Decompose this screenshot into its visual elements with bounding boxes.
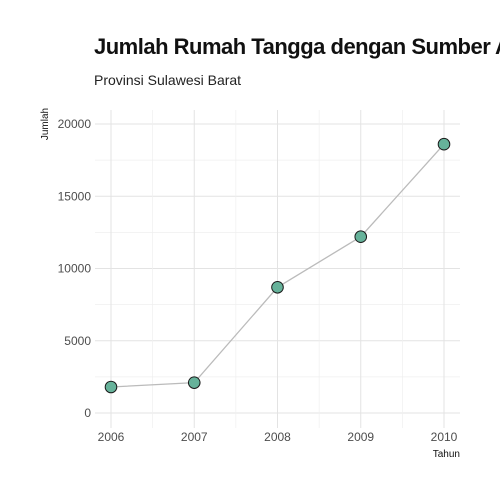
- y-axis-ticks: 0 5000 10000 15000 20000: [58, 117, 92, 420]
- x-tick-label: 2007: [181, 430, 208, 444]
- x-tick-label: 2010: [431, 430, 458, 444]
- y-tick-label: 0: [84, 406, 91, 420]
- x-tick-label: 2009: [347, 430, 374, 444]
- x-tick-label: 2006: [98, 430, 125, 444]
- data-point: [271, 280, 284, 294]
- y-tick-label: 20000: [58, 117, 92, 131]
- x-axis-title: Tahun: [433, 449, 460, 460]
- data-point: [187, 376, 201, 389]
- x-tick-label: 2008: [264, 430, 291, 444]
- series-points: [104, 137, 451, 394]
- y-tick-label: 15000: [58, 189, 92, 203]
- data-point: [437, 137, 451, 151]
- y-tick-label: 10000: [58, 262, 92, 276]
- y-tick-label: 5000: [64, 334, 91, 348]
- data-point: [354, 230, 368, 244]
- data-point: [104, 380, 118, 394]
- grid: [95, 110, 460, 428]
- chart-subtitle: Provinsi Sulawesi Barat: [94, 72, 242, 88]
- x-axis-ticks: 2006 2007 2008 2009 2010: [98, 430, 458, 444]
- y-axis-title: Jumlah: [40, 108, 51, 140]
- chart-title: Jumlah Rumah Tangga dengan Sumber Air La…: [94, 34, 500, 59]
